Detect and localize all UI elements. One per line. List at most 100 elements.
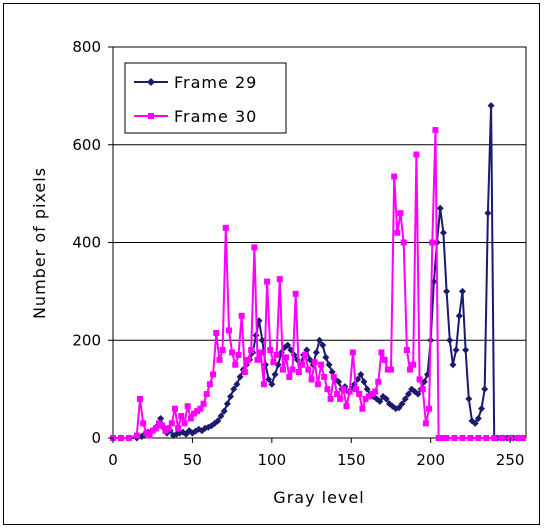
data-point <box>356 391 363 398</box>
data-point <box>238 312 245 319</box>
data-point <box>422 420 429 427</box>
data-point <box>455 312 463 320</box>
data-point <box>279 366 286 373</box>
data-point <box>140 420 147 427</box>
data-point <box>471 419 479 427</box>
data-point <box>254 356 261 363</box>
data-point <box>233 380 241 388</box>
data-point <box>360 378 368 386</box>
data-point <box>312 348 320 356</box>
data-point <box>330 373 337 380</box>
data-point <box>241 369 248 376</box>
data-point <box>435 435 442 441</box>
data-point <box>181 420 188 427</box>
data-point <box>398 400 406 408</box>
series-frame-30 <box>110 127 526 441</box>
data-point <box>349 349 356 356</box>
data-point <box>487 102 495 110</box>
data-point <box>337 395 344 402</box>
data-point <box>446 336 454 344</box>
data-point <box>289 366 296 373</box>
legend-box <box>124 62 287 134</box>
data-point <box>436 204 444 212</box>
x-tick-label: 0 <box>108 451 118 469</box>
data-point <box>359 405 366 412</box>
series-line <box>113 130 523 439</box>
data-point <box>478 405 486 413</box>
data-point <box>484 209 492 217</box>
data-point <box>400 239 407 246</box>
data-point <box>432 127 439 134</box>
data-point <box>343 403 350 410</box>
data-point <box>376 397 384 405</box>
data-point <box>117 435 124 441</box>
data-point <box>420 378 428 386</box>
x-tick-label: 50 <box>183 451 202 469</box>
data-point <box>152 425 159 432</box>
data-point <box>362 395 369 402</box>
data-point <box>165 425 172 432</box>
data-point <box>265 375 273 383</box>
series-layer <box>109 102 527 442</box>
x-tick-label: 100 <box>258 451 287 469</box>
series-frame-29 <box>109 102 527 442</box>
data-point <box>178 413 185 420</box>
data-point <box>346 388 353 395</box>
data-point <box>156 420 163 427</box>
data-point <box>299 361 306 368</box>
data-point <box>149 427 156 434</box>
data-point <box>378 349 385 356</box>
data-point <box>236 373 244 381</box>
data-point <box>483 435 490 441</box>
data-point <box>515 435 522 441</box>
y-tick-label: 0 <box>91 429 101 447</box>
y-tick-label: 600 <box>72 136 101 154</box>
series-line <box>113 105 523 439</box>
data-point <box>311 359 318 366</box>
data-point <box>465 395 473 403</box>
data-point <box>220 407 228 415</box>
data-point <box>143 430 150 437</box>
legend-label-frame-29: Frame 29 <box>174 73 257 92</box>
data-point <box>443 435 450 441</box>
data-point <box>462 346 470 354</box>
data-point <box>210 371 217 378</box>
data-point <box>414 390 422 398</box>
y-tick-label: 800 <box>72 38 101 56</box>
data-point <box>438 435 445 441</box>
data-point <box>270 359 277 366</box>
data-point <box>146 432 153 439</box>
data-point <box>248 347 255 354</box>
data-point <box>251 244 258 251</box>
data-point <box>125 435 132 441</box>
data-point <box>258 336 266 344</box>
data-point <box>322 353 330 361</box>
data-point <box>365 393 372 400</box>
data-point <box>206 381 213 388</box>
data-point <box>467 435 474 441</box>
data-point <box>264 278 271 285</box>
legend: Frame 29 Frame 30 <box>124 62 287 134</box>
data-point <box>410 361 417 368</box>
data-point <box>353 386 360 393</box>
data-point <box>451 435 458 441</box>
data-point <box>216 356 223 363</box>
legend-marker-frame-29 <box>147 78 155 86</box>
data-point <box>171 405 178 412</box>
data-point <box>168 420 175 427</box>
data-point <box>302 351 309 358</box>
data-point <box>443 287 451 295</box>
data-point <box>219 347 226 354</box>
data-point <box>214 417 222 425</box>
data-point <box>395 404 403 412</box>
data-point <box>194 408 201 415</box>
data-point <box>401 395 409 403</box>
data-point <box>223 400 231 408</box>
data-point <box>305 366 312 373</box>
data-point <box>407 366 414 373</box>
y-tick-labels: 0 200 400 600 800 <box>72 38 113 447</box>
y-axis-label: Number of pixels <box>30 167 49 319</box>
data-point <box>404 390 412 398</box>
data-point <box>197 405 204 412</box>
data-point <box>519 435 526 441</box>
